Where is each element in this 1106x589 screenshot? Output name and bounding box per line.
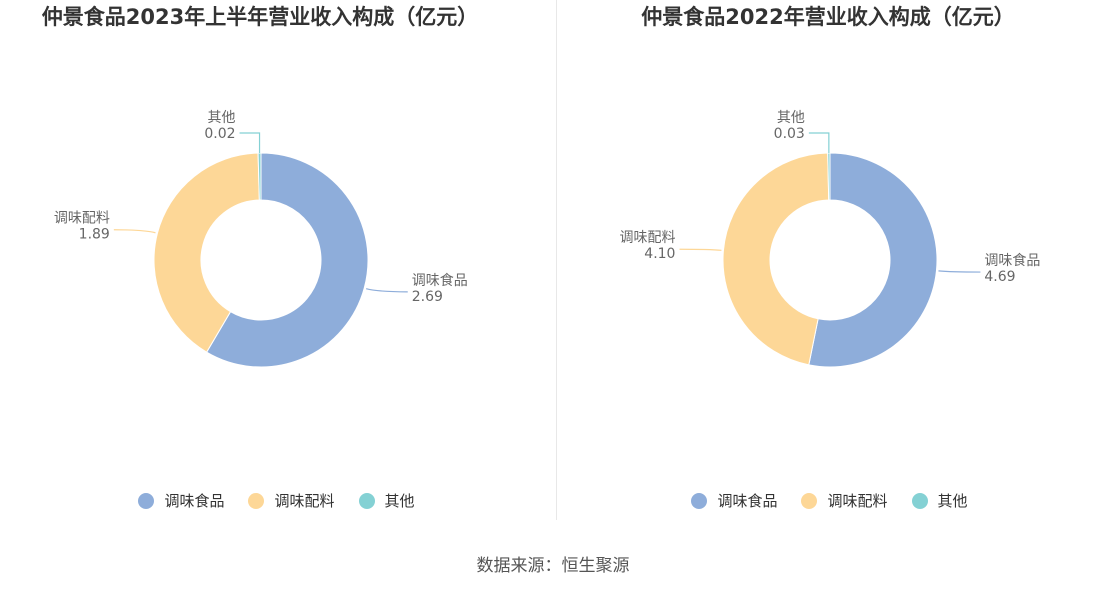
legend-item-seasoning-food[interactable]: 调味食品: [691, 490, 777, 511]
legend-swatch: [911, 492, 928, 509]
legend-label: 调味配料: [274, 492, 335, 510]
slice-value-seasoning-ingredients: 4.10: [644, 246, 675, 262]
donut-slice-other[interactable]: [257, 152, 262, 201]
leader-line-seasoning-food: [365, 288, 408, 293]
legend: 调味食品 调味配料 其他: [0, 490, 553, 511]
leader-line-seasoning-ingredients: [113, 229, 156, 234]
chart-title: 仲景食品2023年上半年营业收入构成（亿元）: [41, 5, 479, 29]
slice-label-seasoning-ingredients: 调味配料: [619, 230, 675, 246]
slice-value-seasoning-ingredients: 1.89: [79, 227, 110, 243]
chart-panel-2023h1: 仲景食品2023年上半年营业收入构成（亿元） 调味食品 2.69 调味配料 1.89 其…: [0, 0, 553, 530]
slice-label-seasoning-ingredients: 调味配料: [54, 211, 110, 227]
slice-value-other: 0.02: [204, 126, 235, 142]
leader-line-other: [808, 132, 830, 154]
legend-item-seasoning-ingredients[interactable]: 调味配料: [801, 490, 888, 511]
leader-line-seasoning-food: [938, 270, 981, 273]
legend-swatch: [138, 492, 155, 509]
leader-line-seasoning-ingredients: [679, 248, 722, 251]
donut-slice-seasoning-food[interactable]: [808, 152, 938, 368]
slice-value-other: 0.03: [774, 126, 805, 142]
legend-label: 其他: [384, 492, 415, 510]
legend-item-other[interactable]: 其他: [911, 490, 968, 511]
slice-label-other: 其他: [208, 110, 236, 126]
legend-label: 调味食品: [164, 492, 225, 510]
data-source: 数据来源：恒生聚源: [476, 556, 630, 576]
legend-item-seasoning-food[interactable]: 调味食品: [138, 490, 224, 511]
leader-line-other: [239, 132, 261, 154]
legend-item-seasoning-ingredients[interactable]: 调味配料: [248, 490, 335, 511]
legend-swatch: [248, 492, 265, 509]
legend: 调味食品 调味配料 其他: [553, 490, 1106, 511]
slice-label-seasoning-food: 调味食品: [984, 252, 1040, 269]
legend-label: 其他: [937, 492, 968, 510]
chart-panel-2022: 仲景食品2022年营业收入构成（亿元） 调味食品 4.69 调味配料 4.10 其他 0.…: [553, 0, 1106, 530]
slice-value-seasoning-food: 2.69: [412, 289, 443, 305]
donut-slice-other[interactable]: [827, 152, 831, 201]
chart-title: 仲景食品2022年营业收入构成（亿元）: [641, 5, 1015, 29]
donut-slice-seasoning-ingredients[interactable]: [153, 152, 260, 353]
legend-swatch: [691, 492, 708, 509]
donut-slice-seasoning-ingredients[interactable]: [722, 152, 830, 366]
slice-label-seasoning-food: 调味食品: [412, 272, 468, 289]
legend-swatch: [801, 492, 818, 509]
panel-divider: [556, 0, 557, 520]
donut-slice-seasoning-food[interactable]: [205, 152, 369, 368]
slice-label-other: 其他: [777, 110, 805, 126]
legend-swatch: [358, 492, 375, 509]
legend-item-other[interactable]: 其他: [358, 490, 415, 511]
slice-value-seasoning-food: 4.69: [984, 269, 1015, 285]
legend-label: 调味食品: [717, 492, 778, 510]
legend-label: 调味配料: [827, 492, 888, 510]
